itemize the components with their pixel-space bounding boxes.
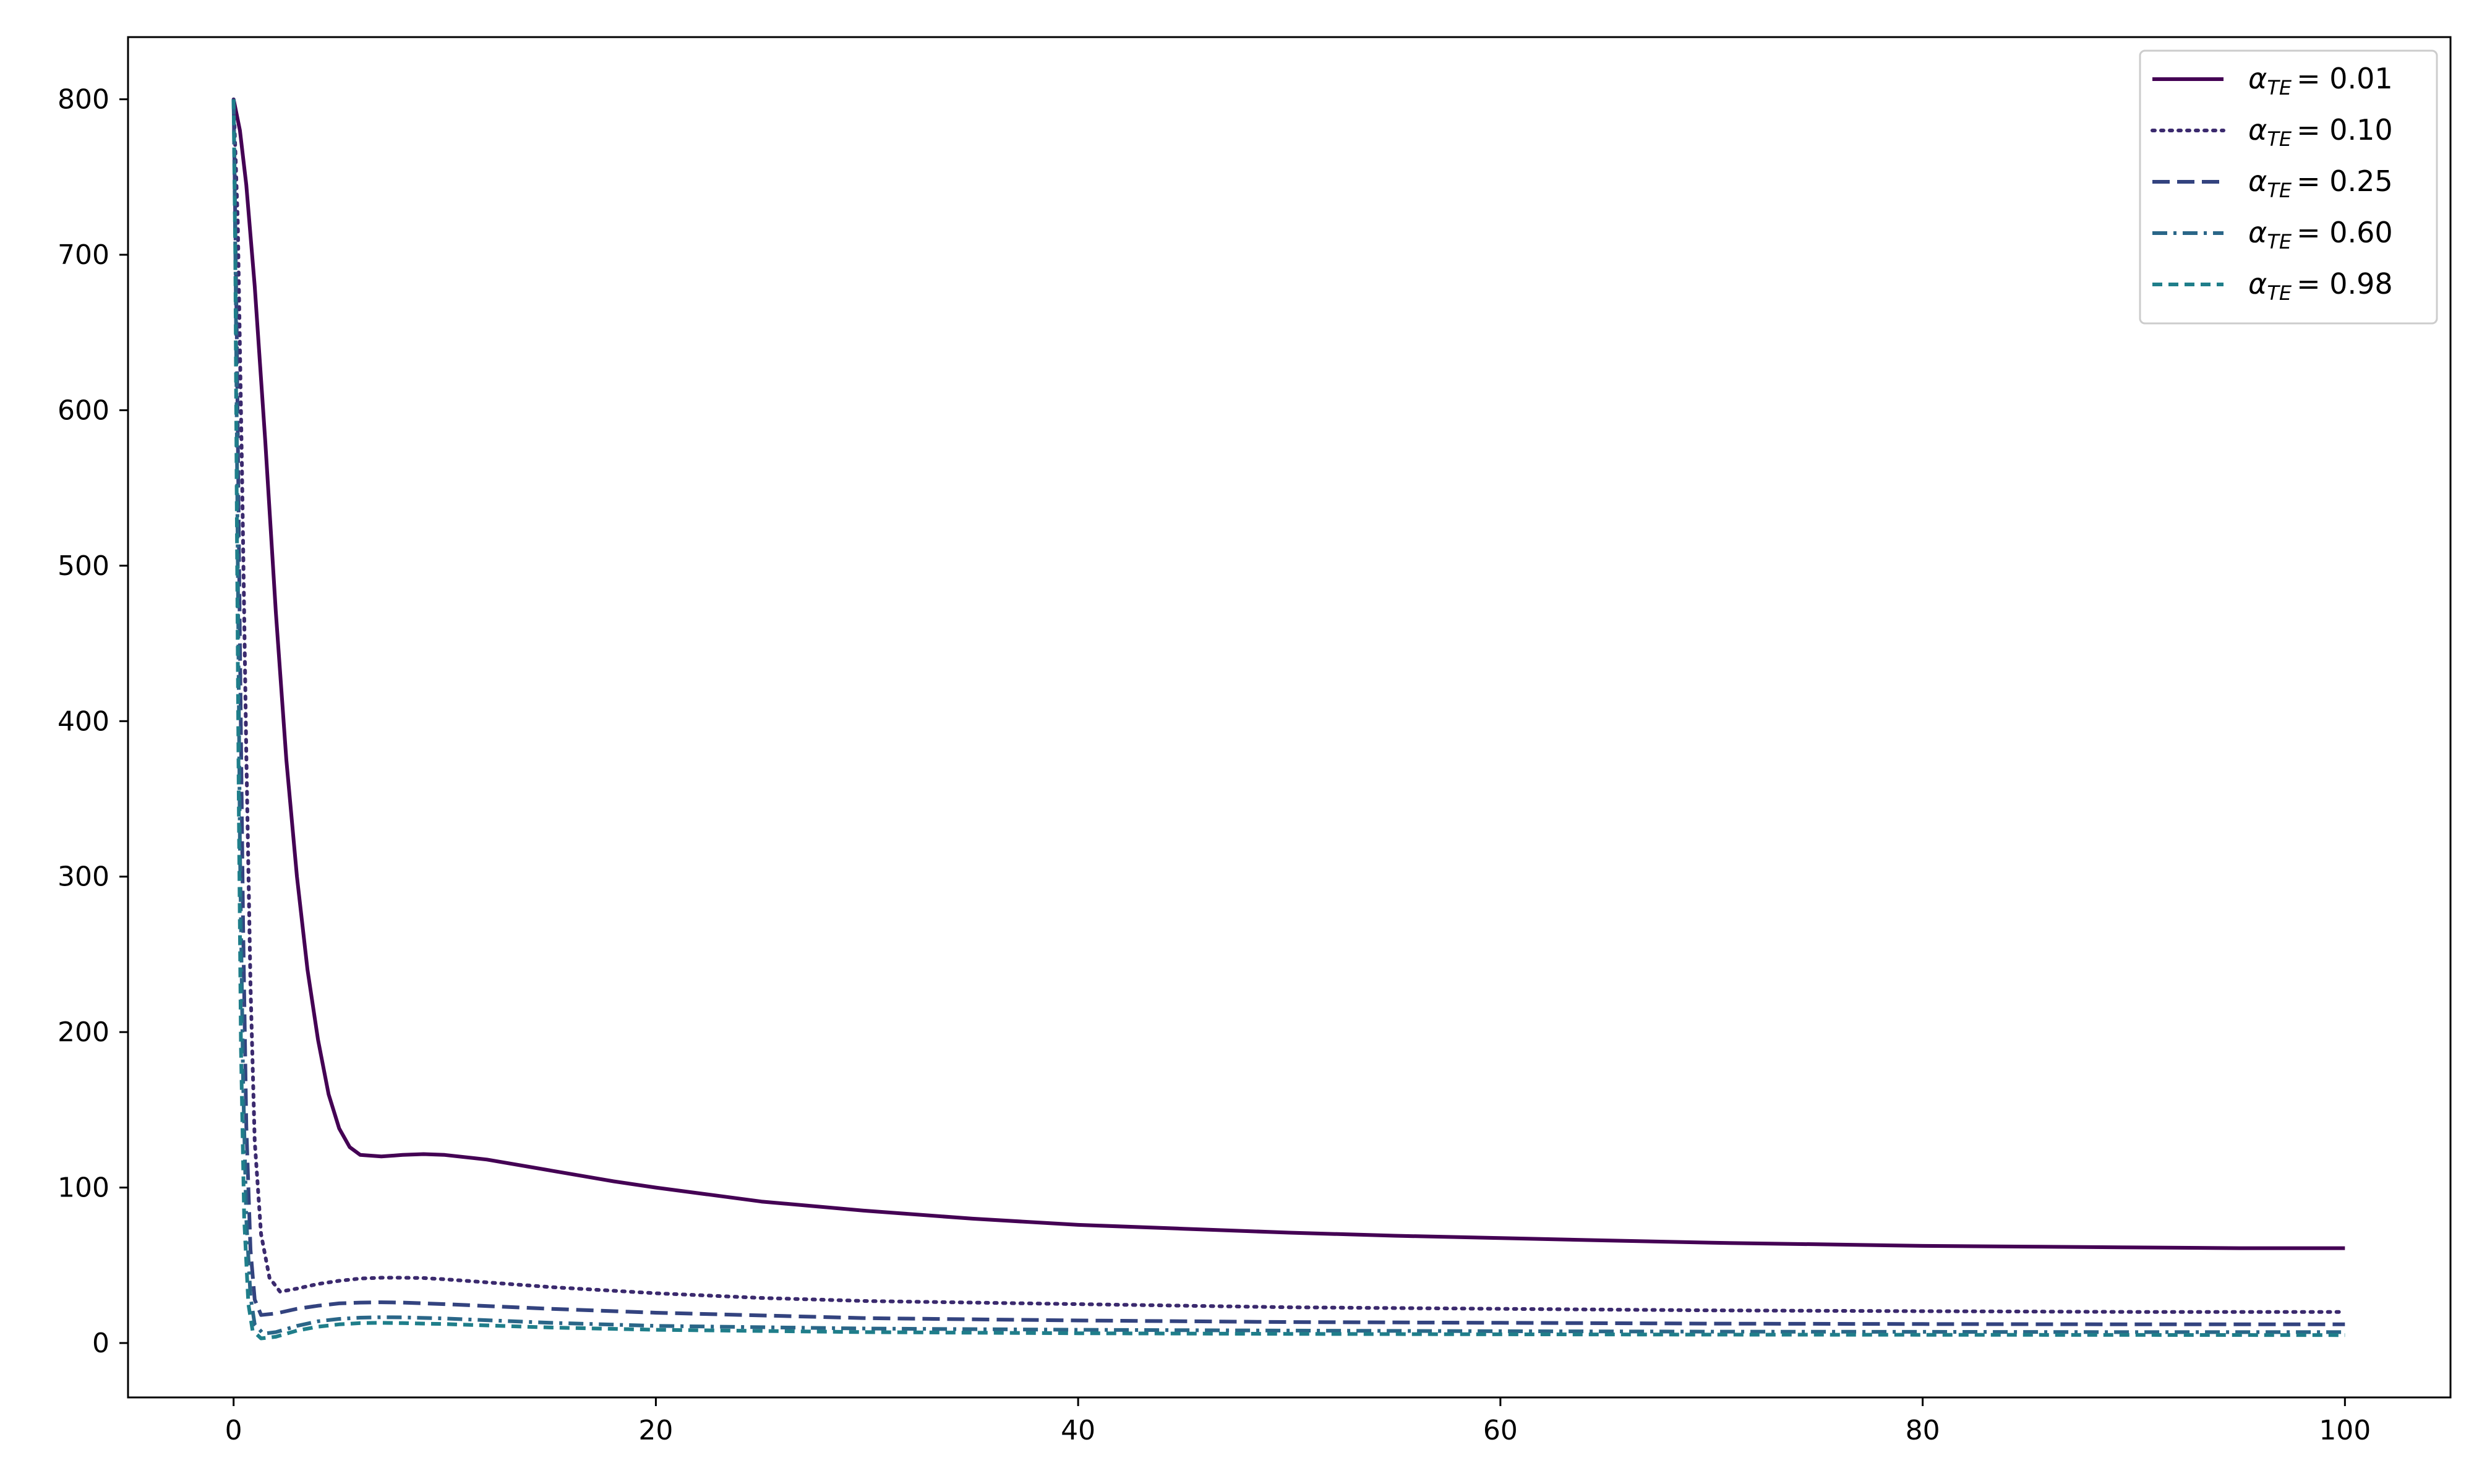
x-tick-label: 40 [1061,1415,1095,1446]
x-tick-label: 100 [2319,1415,2371,1446]
y-tick-label: 500 [58,550,109,582]
y-tick-label: 200 [58,1017,109,1048]
legend-label: αTE = 0.98 [2248,267,2393,305]
x-tick-label: 80 [1906,1415,1940,1446]
legend-label: αTE = 0.60 [2248,216,2393,254]
y-tick-label: 700 [58,239,109,271]
y-tick-label: 600 [58,394,109,426]
y-tick-label: 0 [92,1328,109,1359]
series-line-3 [231,99,2345,1326]
y-axis-ticks: 0 100 200 300 400 500 600 700 800 [58,84,128,1359]
legend-label: αTE = 0.01 [2248,62,2393,100]
x-tick-label: 0 [225,1415,242,1446]
y-tick-label: 100 [58,1172,109,1204]
y-tick-label: 400 [58,706,109,737]
x-tick-label: 60 [1483,1415,1518,1446]
legend-label: αTE = 0.25 [2248,164,2393,202]
y-tick-label: 800 [58,84,109,116]
y-tick-label: 300 [58,861,109,893]
x-axis-ticks: 0 20 40 60 80 100 [225,1397,2371,1446]
legend-box [2139,49,2438,325]
legend-label: αTE = 0.10 [2248,113,2393,151]
series-line-2 [231,97,2347,1314]
series-line-4 [231,99,2345,1336]
series-line-1 [231,99,2345,1250]
x-tick-label: 20 [638,1415,673,1446]
plot-frame [127,36,2452,1399]
legend: αTE = 0.01 αTE = 0.10 αTE = 0.25 αTE = 0.60 αTE =… [2139,49,2438,325]
series-line-5 [231,99,2345,1341]
series-layer [231,97,2347,1341]
